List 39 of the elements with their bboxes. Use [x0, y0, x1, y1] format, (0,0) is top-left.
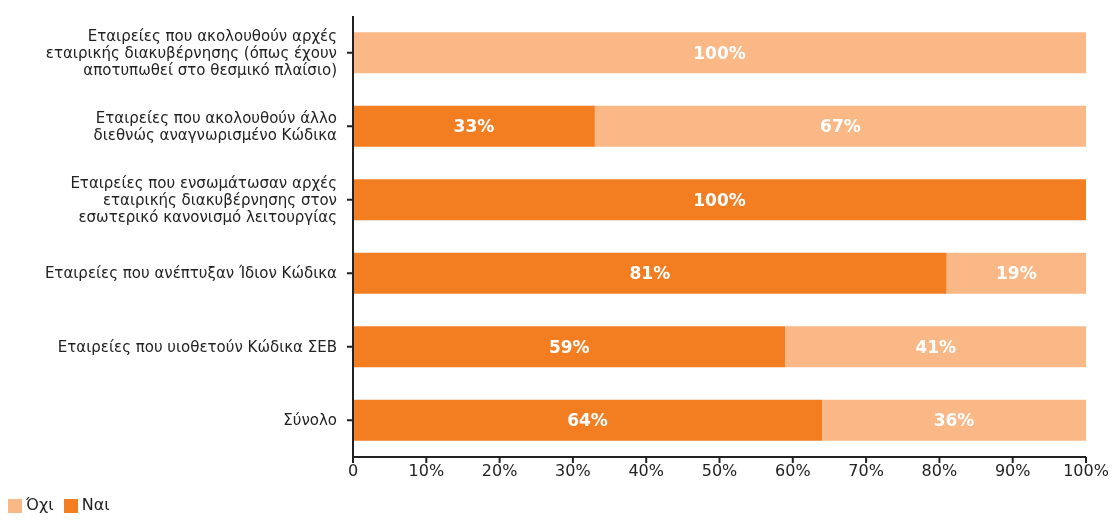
data-label: 41% — [915, 336, 957, 357]
y-tick-label: Εταιρείες που ενσωμάτωσαν αρχές εταιρικής διακυβέρνησης στον εσωτερικό κανονισμό λειτουργίας — [70, 173, 337, 226]
bar — [353, 399, 823, 441]
data-label: 59% — [548, 336, 590, 357]
bar — [785, 326, 1086, 368]
y-tick-label: Εταιρείες που ανέπτυξαν Ίδιον Κώδικα — [44, 264, 338, 283]
bar — [353, 105, 595, 147]
x-tick-label: 70% — [848, 461, 884, 481]
bar — [353, 32, 1086, 74]
y-tick-label: Σύνολο — [283, 411, 337, 430]
x-tick-label: 50% — [701, 461, 738, 481]
x-tick-label: 30% — [555, 461, 591, 481]
x-tick-label: 40% — [628, 461, 664, 481]
x-tick-label: 90% — [994, 461, 1031, 481]
data-label: 36% — [933, 410, 975, 431]
bar — [353, 326, 786, 368]
y-tick-label: Εταιρείες που υιοθετούν Κώδικα ΣΕΒ — [57, 337, 337, 356]
data-label: 100% — [693, 189, 746, 210]
data-label: 19% — [996, 263, 1037, 284]
y-tick-label: Εταιρείες που ακολουθούν αρχές εταιρικής διακυβέρνησης (όπως έχουν αποτυπωθεί στο θεσμικό πλαίσιο) — [45, 26, 337, 79]
bar — [946, 252, 1086, 294]
x-tick-label: 100% — [1063, 461, 1109, 481]
bar — [353, 252, 947, 294]
bar — [353, 179, 1086, 221]
x-tick-label: 80% — [921, 461, 958, 481]
legend-label: Ναι — [81, 495, 110, 514]
data-label: 81% — [629, 263, 671, 284]
x-tick-label: 10% — [408, 461, 445, 481]
data-label: 100% — [693, 42, 746, 63]
bar — [594, 105, 1086, 147]
x-tick-label: 60% — [775, 461, 811, 481]
x-tick-label: 20% — [481, 461, 518, 481]
x-tick-label: 0 — [347, 461, 359, 481]
data-label: 67% — [820, 116, 861, 137]
y-tick-label: Εταιρείες που ακολουθούν άλλο διεθνώς αναγνωρισμένο Κώδικα — [93, 108, 338, 144]
bar — [822, 399, 1086, 441]
data-label: 64% — [567, 410, 608, 431]
legend-label: Όχι — [26, 495, 54, 514]
data-label: 33% — [453, 116, 495, 137]
